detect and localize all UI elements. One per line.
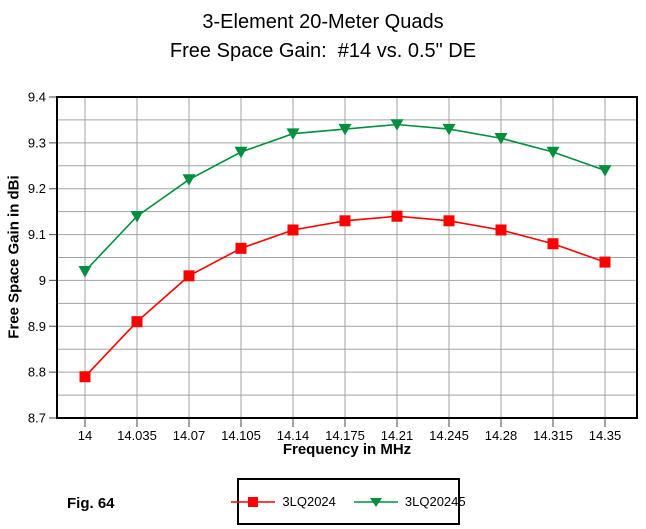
figure-number-label: Fig. 64 <box>67 495 115 512</box>
chart-title: 3-Element 20-Meter Quads Free Space Gain… <box>0 8 646 66</box>
data-point <box>182 174 196 186</box>
y-tick-label: 8.7 <box>28 411 46 426</box>
data-point <box>235 242 247 254</box>
x-tick-label: 14.21 <box>381 428 414 443</box>
data-point <box>338 123 352 136</box>
data-point <box>287 224 299 236</box>
x-tick-label: 14 <box>78 428 92 443</box>
data-point <box>598 165 612 177</box>
legend-label: 3LQ20245 <box>404 494 466 509</box>
x-axis-title: Frequency in MHz <box>282 441 412 458</box>
data-point <box>599 256 611 268</box>
y-tick-label: 9 <box>39 273 46 288</box>
legend-square-marker-icon <box>231 496 276 507</box>
data-point <box>494 133 508 145</box>
legend-item: 3LQ20245 <box>353 494 466 509</box>
data-point <box>131 316 143 328</box>
data-point <box>130 210 144 223</box>
chart-title-line2: Free Space Gain: #14 vs. 0.5" DE <box>169 40 477 62</box>
y-tick-label: 9.3 <box>28 135 46 150</box>
data-point <box>78 266 92 278</box>
data-point <box>495 224 507 236</box>
x-tick-label: 14.035 <box>117 428 157 443</box>
y-axis-title: Free Space Gain in dBi <box>5 175 23 339</box>
y-tick-label: 8.9 <box>28 319 46 334</box>
legend-item: 3LQ2024 <box>231 494 336 509</box>
data-point <box>234 146 248 159</box>
data-point <box>286 128 300 140</box>
data-point <box>546 146 560 159</box>
legend-triangle-marker-icon <box>353 497 398 507</box>
x-tick-label: 14.175 <box>325 428 365 443</box>
x-tick-label: 14.245 <box>429 428 469 443</box>
data-point <box>442 123 456 136</box>
legend: 3LQ2024 3LQ20245 <box>231 478 466 525</box>
legend-marker <box>369 497 382 507</box>
legend-label: 3LQ2024 <box>282 494 336 509</box>
x-tick-label: 14.28 <box>485 428 518 443</box>
data-point <box>547 238 559 250</box>
y-tick-label: 8.8 <box>28 365 46 380</box>
legend-marker <box>248 496 259 507</box>
data-point <box>339 215 351 227</box>
y-tick-label: 9.2 <box>28 181 46 196</box>
x-tick-label: 14.105 <box>221 428 261 443</box>
data-point <box>391 210 403 222</box>
data-point <box>79 371 91 383</box>
data-point <box>183 270 195 282</box>
data-point <box>443 215 455 227</box>
x-tick-label: 14.14 <box>277 428 310 443</box>
x-tick-label: 14.35 <box>589 428 622 443</box>
plot-border <box>56 96 638 419</box>
x-tick-label: 14.315 <box>533 428 573 443</box>
chart-title-line1: 3-Element 20-Meter Quads <box>202 11 444 33</box>
data-point <box>390 119 404 131</box>
y-tick-label: 9.1 <box>28 227 46 242</box>
x-tick-label: 14.07 <box>173 428 206 443</box>
y-tick-label: 9.4 <box>28 90 46 105</box>
